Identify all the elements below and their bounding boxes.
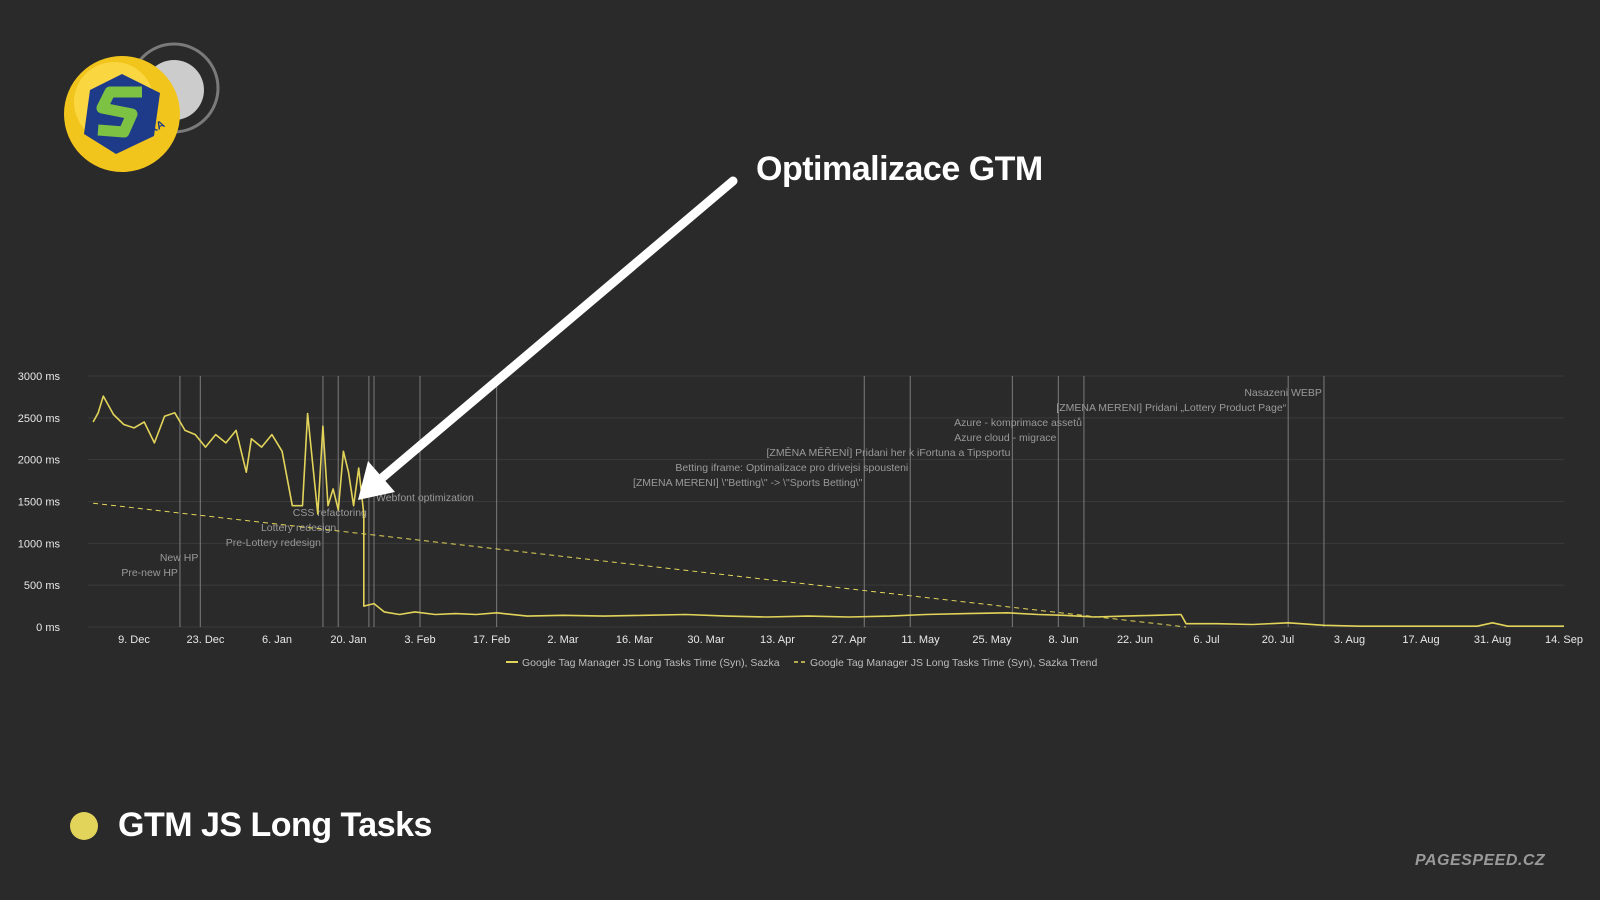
annotations: Pre-new HP New HP Pre-Lottery redesign Lott… [121,376,1325,627]
x-tick-label: 6. Jan [262,634,292,646]
headline: Optimalizace GTM [756,150,1043,188]
x-tick-label: 25. May [972,634,1012,646]
x-tick-label: 3. Feb [404,634,435,646]
axes: 0 ms 500 ms 1000 ms 1500 ms 2000 ms 2500 ms 30… [18,371,1583,646]
legend: Google Tag Manager JS Long Tasks Time (S… [506,657,1098,669]
x-tick-label: 17. Aug [1402,634,1439,646]
x-tick-label: 20. Jan [330,634,366,646]
annotation-label: Nasazeni WEBP [1244,387,1322,399]
y-tick-label: 3000 ms [18,371,61,383]
x-tick-label: 6. Jul [1193,634,1219,646]
annotation-label: Pre-Lottery redesign [226,537,321,549]
annotation-label: [ZMENA MERENI] Pridani „Lottery Product … [1056,402,1286,414]
gridlines [88,375,1564,628]
annotation-label: Webfont optimization [376,492,474,504]
x-tick-label: 13. Apr [760,634,795,646]
annotation-label: Lottery redesign [261,522,336,534]
x-tick-label: 27. Apr [832,634,867,646]
annotation-label: Pre-new HP [121,567,178,579]
annotation-label: [ZMĚNA MĚŘENÍ] Pridani her k iFortuna a … [766,446,1010,459]
x-tick-label: 14. Sep [1545,634,1583,646]
brand-watermark: PAGESPEED.CZ [1415,852,1546,869]
x-tick-label: 8. Jun [1049,634,1079,646]
x-tick-label: 11. May [901,634,940,646]
annotation-label: Azure cloud - migrace [954,432,1056,444]
annotation-label: Betting iframe: Optimalizace pro drivejs… [675,462,908,474]
x-tick-label: 9. Dec [118,634,150,646]
legend-label-main: Google Tag Manager JS Long Tasks Time (S… [522,657,780,669]
x-tick-label: 20. Jul [1262,634,1294,646]
y-tick-label: 0 ms [36,622,60,634]
x-tick-label: 30. Mar [687,634,725,646]
x-tick-label: 2. Mar [547,634,579,646]
y-tick-label: 1000 ms [18,538,61,550]
y-tick-label: 2000 ms [18,455,61,467]
y-tick-label: 2500 ms [18,413,61,425]
footer-legend-label: GTM JS Long Tasks [118,806,432,844]
annotation-label: [ZMENA MERENI] \"Betting\" -> \"Sports B… [633,477,863,489]
footer-legend: GTM JS Long Tasks [70,806,432,845]
x-tick-label: 31. Aug [1474,634,1511,646]
x-tick-label: 17. Feb [473,634,510,646]
annotation-label: New HP [160,552,199,564]
annotation-label: CSS refactoring [293,507,367,519]
series-line-main [92,395,1564,628]
sazka-logo: SAZKA [64,42,220,172]
series [92,395,1564,628]
legend-label-trend: Google Tag Manager JS Long Tasks Time (S… [810,657,1098,669]
x-tick-label: 22. Jun [1117,634,1153,646]
y-tick-label: 500 ms [24,580,61,592]
series-color-dot [70,811,98,840]
annotation-label: Azure - komprimace assetů [954,417,1082,429]
x-tick-label: 23. Dec [187,634,225,646]
x-tick-label: 3. Aug [1334,634,1365,646]
x-tick-label: 16. Mar [616,634,654,646]
y-tick-label: 1500 ms [18,497,61,509]
series-line-trend [93,502,1187,628]
arrow-annotation [358,176,738,500]
